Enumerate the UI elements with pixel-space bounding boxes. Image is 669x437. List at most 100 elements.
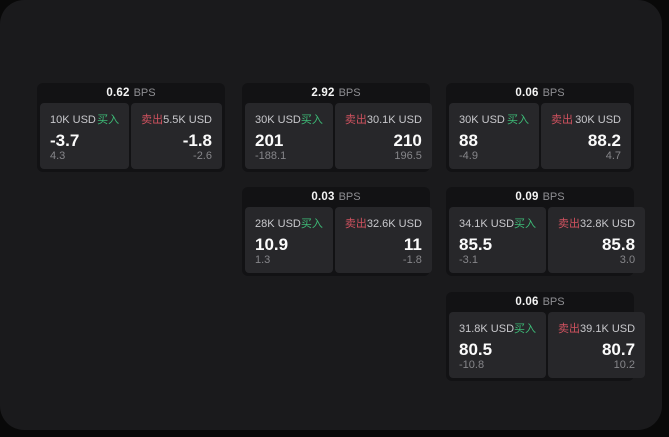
spread-header: 0.09 BPS xyxy=(449,187,631,207)
spread-value: 0.06 xyxy=(515,296,539,308)
buy-quote[interactable]: 10K USD 买入 -3.7 4.3 xyxy=(40,103,130,169)
quote-card: 0.06 BPS 30K USD 买入 88 -4.9 卖出 30K USD 8… xyxy=(446,83,634,172)
spread-header: 0.62 BPS xyxy=(40,83,222,103)
buy-top-row: 28K USD 买入 xyxy=(255,215,323,231)
sell-quote[interactable]: 卖出 30.1K USD 210 196.5 xyxy=(334,103,432,169)
sell-quote[interactable]: 卖出 32.6K USD 11 -1.8 xyxy=(334,207,432,273)
buy-side-label: 买入 xyxy=(300,114,323,126)
buy-change: -188.1 xyxy=(255,150,287,162)
spread-header: 0.06 BPS xyxy=(449,292,631,312)
sell-quote[interactable]: 卖出 39.1K USD 80.7 10.2 xyxy=(548,312,646,378)
spread-value: 2.92 xyxy=(311,87,335,99)
sell-price: 88.2 xyxy=(587,130,621,150)
quote-card: 0.06 BPS 31.8K USD 买入 80.5 -10.8 卖出 39.1… xyxy=(446,292,646,381)
buy-price: 85.5 xyxy=(459,234,493,254)
buy-change: 4.3 xyxy=(50,150,66,162)
spread-value: 0.06 xyxy=(515,87,539,99)
quote-card: 2.92 BPS 30K USD 买入 201 -188.1 卖出 30.1K … xyxy=(242,83,432,172)
sell-change: -1.8 xyxy=(402,254,422,266)
spread-unit-label: BPS xyxy=(542,296,565,308)
quote-body: 31.8K USD 买入 80.5 -10.8 卖出 39.1K USD 80.… xyxy=(449,312,646,378)
buy-top-row: 31.8K USD 买入 xyxy=(459,320,536,336)
buy-price: -3.7 xyxy=(50,130,80,150)
buy-price: 80.5 xyxy=(459,339,493,359)
buy-top-row: 30K USD 买入 xyxy=(459,111,529,127)
sell-top-row: 卖出 5.5K USD xyxy=(141,111,212,127)
quote-body: 30K USD 买入 201 -188.1 卖出 30.1K USD 210 1… xyxy=(245,103,432,169)
buy-amount: 31.8K USD xyxy=(459,323,515,335)
spread-unit-label: BPS xyxy=(542,87,565,99)
sell-side-label: 卖出 xyxy=(558,323,581,335)
quote-card: 0.03 BPS 28K USD 买入 10.9 1.3 卖出 32.6K US… xyxy=(242,187,432,276)
spread-unit-label: BPS xyxy=(542,191,565,203)
sell-side-label: 卖出 xyxy=(558,218,581,230)
buy-top-row: 10K USD 买入 xyxy=(50,111,119,127)
buy-change: -10.8 xyxy=(459,359,485,371)
buy-quote[interactable]: 34.1K USD 买入 85.5 -3.1 xyxy=(449,207,547,273)
buy-quote[interactable]: 30K USD 买入 88 -4.9 xyxy=(449,103,539,169)
sell-price: 85.8 xyxy=(601,234,636,254)
buy-side-label: 买入 xyxy=(97,114,120,126)
buy-quote[interactable]: 30K USD 买入 201 -188.1 xyxy=(245,103,333,169)
buy-top-row: 30K USD 买入 xyxy=(255,111,323,127)
buy-change: 1.3 xyxy=(255,254,271,266)
sell-change: 196.5 xyxy=(394,150,422,162)
buy-amount: 10K USD xyxy=(50,114,96,126)
sell-top-row: 卖出 30K USD xyxy=(551,111,621,127)
quote-body: 34.1K USD 买入 85.5 -3.1 卖出 32.8K USD 85.8… xyxy=(449,207,646,273)
buy-price: 201 xyxy=(255,130,284,150)
sell-amount: 5.5K USD xyxy=(163,114,212,126)
buy-change: -4.9 xyxy=(459,150,478,162)
buy-top-row: 34.1K USD 买入 xyxy=(459,215,536,231)
sell-side-label: 卖出 xyxy=(551,114,573,126)
sell-quote[interactable]: 卖出 30K USD 88.2 4.7 xyxy=(541,103,631,169)
spread-value: 0.62 xyxy=(106,87,130,99)
spread-unit-label: BPS xyxy=(338,87,361,99)
buy-price: 10.9 xyxy=(255,234,289,254)
buy-price: 88 xyxy=(459,130,478,150)
sell-price: 11 xyxy=(403,234,422,254)
spread-unit-label: BPS xyxy=(338,191,361,203)
sell-change: 10.2 xyxy=(613,359,636,371)
buy-amount: 30K USD xyxy=(255,114,301,126)
sell-side-label: 卖出 xyxy=(344,218,367,230)
spread-header: 2.92 BPS xyxy=(245,83,427,103)
buy-quote[interactable]: 28K USD 买入 10.9 1.3 xyxy=(245,207,333,273)
sell-change: -2.6 xyxy=(193,150,212,162)
sell-price: 80.7 xyxy=(601,339,636,359)
sell-amount: 32.6K USD xyxy=(366,218,422,230)
sell-side-label: 卖出 xyxy=(344,114,367,126)
buy-side-label: 买入 xyxy=(514,323,537,335)
sell-quote[interactable]: 卖出 32.8K USD 85.8 3.0 xyxy=(548,207,646,273)
sell-amount: 39.1K USD xyxy=(580,323,636,335)
sell-price: 210 xyxy=(393,130,422,150)
spread-value: 0.03 xyxy=(311,191,335,203)
quote-body: 28K USD 买入 10.9 1.3 卖出 32.6K USD 11 -1.8 xyxy=(245,207,432,273)
quote-card: 0.09 BPS 34.1K USD 买入 85.5 -3.1 卖出 32.8K… xyxy=(446,187,646,276)
sell-amount: 30K USD xyxy=(575,114,621,126)
sell-change: 4.7 xyxy=(605,150,621,162)
buy-amount: 30K USD xyxy=(459,114,505,126)
sell-top-row: 卖出 32.8K USD xyxy=(558,215,635,231)
sell-quote[interactable]: 卖出 5.5K USD -1.8 -2.6 xyxy=(131,103,222,169)
sell-change: 3.0 xyxy=(619,254,636,266)
sell-top-row: 卖出 39.1K USD xyxy=(558,320,635,336)
buy-side-label: 买入 xyxy=(507,114,529,126)
spread-unit-label: BPS xyxy=(133,87,156,99)
sell-price: -1.8 xyxy=(182,130,212,150)
quote-card: 0.62 BPS 10K USD 买入 -3.7 4.3 卖出 5.5K USD… xyxy=(37,83,225,172)
quote-body: 10K USD 买入 -3.7 4.3 卖出 5.5K USD -1.8 -2.… xyxy=(40,103,222,169)
spread-header: 0.03 BPS xyxy=(245,187,427,207)
spread-header: 0.06 BPS xyxy=(449,83,631,103)
spread-value: 0.09 xyxy=(515,191,539,203)
sell-amount: 32.8K USD xyxy=(580,218,636,230)
sell-top-row: 卖出 32.6K USD xyxy=(345,215,422,231)
buy-side-label: 买入 xyxy=(300,218,323,230)
sell-amount: 30.1K USD xyxy=(366,114,422,126)
sell-top-row: 卖出 30.1K USD xyxy=(345,111,422,127)
buy-quote[interactable]: 31.8K USD 买入 80.5 -10.8 xyxy=(449,312,547,378)
buy-side-label: 买入 xyxy=(514,218,537,230)
quote-body: 30K USD 买入 88 -4.9 卖出 30K USD 88.2 4.7 xyxy=(449,103,631,169)
buy-amount: 34.1K USD xyxy=(459,218,515,230)
